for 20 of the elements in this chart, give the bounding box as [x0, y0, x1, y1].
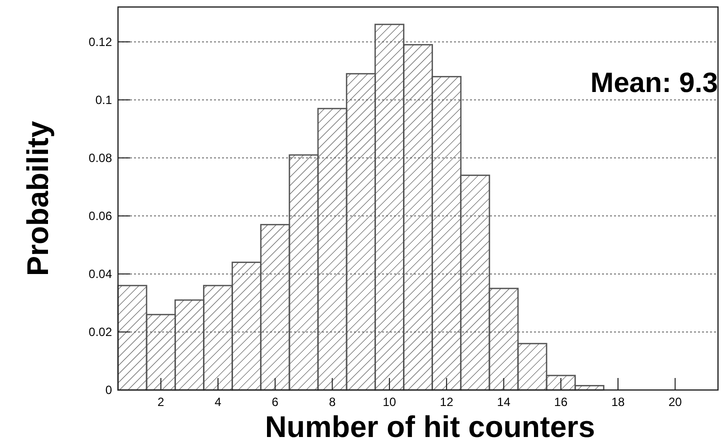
x-tick-label: 18 [611, 395, 625, 409]
x-axis-title: Number of hit counters [264, 411, 596, 443]
x-tick-label: 8 [328, 395, 336, 409]
x-tick-label: 14 [497, 395, 511, 409]
x-tick-label: 20 [668, 395, 682, 409]
annotation: Mean: 9.3 [590, 67, 718, 98]
y-axis-title: Probability [22, 120, 55, 276]
y-tick-label: 0.06 [88, 209, 112, 224]
x-tick-label: 10 [382, 395, 396, 409]
y-tick-label: 0.12 [88, 35, 112, 50]
x-tick-label: 4 [214, 395, 222, 409]
x-tick-label: 6 [272, 395, 279, 409]
x-tick-label: 12 [440, 395, 454, 409]
y-tick-label: 0.1 [95, 93, 112, 108]
y-tick-label: 0 [105, 383, 112, 398]
x-tick-label: 16 [554, 395, 568, 409]
x-tick-label: 2 [158, 395, 165, 409]
y-tick-label: 0.08 [88, 151, 112, 166]
y-tick-label: 0.04 [88, 267, 112, 282]
y-tick-label: 0.02 [88, 325, 112, 340]
